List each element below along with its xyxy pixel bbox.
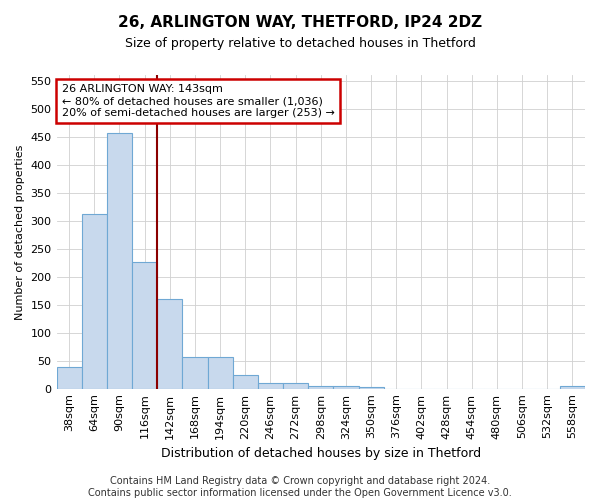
Bar: [182, 357, 208, 388]
Text: Contains HM Land Registry data © Crown copyright and database right 2024.
Contai: Contains HM Land Registry data © Crown c…: [88, 476, 512, 498]
Bar: [233, 374, 258, 388]
Bar: [308, 386, 334, 388]
Y-axis label: Number of detached properties: Number of detached properties: [15, 144, 25, 320]
Bar: [560, 386, 585, 388]
Bar: [283, 383, 308, 388]
Text: 26 ARLINGTON WAY: 143sqm
← 80% of detached houses are smaller (1,036)
20% of sem: 26 ARLINGTON WAY: 143sqm ← 80% of detach…: [62, 84, 335, 117]
Bar: [107, 132, 132, 388]
Text: 26, ARLINGTON WAY, THETFORD, IP24 2DZ: 26, ARLINGTON WAY, THETFORD, IP24 2DZ: [118, 15, 482, 30]
Bar: [208, 357, 233, 388]
Bar: [157, 299, 182, 388]
Bar: [132, 262, 157, 388]
Bar: [334, 386, 359, 388]
X-axis label: Distribution of detached houses by size in Thetford: Distribution of detached houses by size …: [161, 447, 481, 460]
Bar: [82, 214, 107, 388]
Text: Size of property relative to detached houses in Thetford: Size of property relative to detached ho…: [125, 38, 475, 51]
Bar: [56, 368, 82, 388]
Bar: [258, 383, 283, 388]
Bar: [359, 387, 383, 388]
